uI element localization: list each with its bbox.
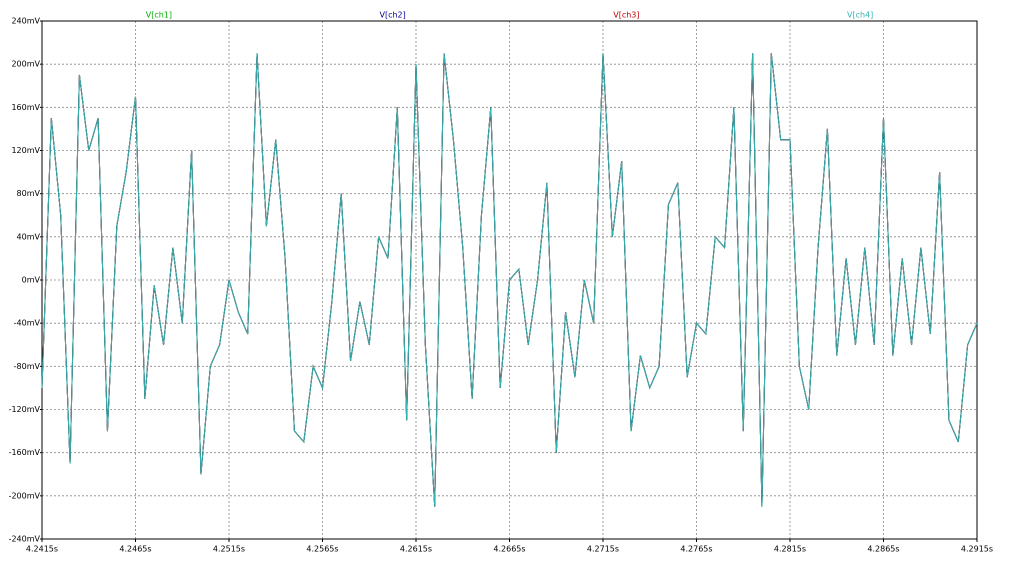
- y-tick-label: 80mV: [17, 189, 41, 198]
- x-tick-label: 4.2915s: [961, 545, 993, 554]
- legend-entry: V[ch1]: [146, 11, 172, 20]
- trace: [41, 53, 978, 507]
- y-tick-label: -80mV: [14, 362, 41, 371]
- y-tick-label: -120mV: [9, 405, 41, 414]
- x-tick-label: 4.2565s: [306, 545, 338, 554]
- y-tick-label: -200mV: [9, 491, 41, 500]
- plot-border: [41, 20, 978, 540]
- y-tick-label: 120mV: [11, 146, 40, 155]
- x-tick-label: 4.2465s: [119, 545, 151, 554]
- x-tick-label: 4.2515s: [213, 545, 245, 554]
- y-tick-label: -160mV: [9, 448, 41, 457]
- x-tick-label: 4.2665s: [493, 545, 525, 554]
- legend-entry: V[ch3]: [613, 11, 639, 20]
- x-tick-label: 4.2765s: [680, 545, 712, 554]
- y-tick-label: 40mV: [17, 232, 41, 241]
- legend-entry: V[ch2]: [379, 11, 405, 20]
- y-tick-label: 200mV: [11, 60, 40, 69]
- x-tick-label: 4.2865s: [867, 545, 899, 554]
- x-tick-label: 4.2715s: [587, 545, 619, 554]
- y-tick-label: -40mV: [14, 319, 41, 328]
- y-tick-label: 0mV: [22, 276, 41, 285]
- y-tick-label: -240mV: [9, 535, 41, 544]
- x-tick-label: 4.2415s: [26, 545, 58, 554]
- x-tick-label: 4.2615s: [400, 545, 432, 554]
- x-tick-label: 4.2815s: [774, 545, 806, 554]
- y-tick-label: 160mV: [11, 103, 40, 112]
- legend-entry: V[ch4]: [847, 11, 873, 20]
- y-tick-label: 240mV: [11, 17, 40, 26]
